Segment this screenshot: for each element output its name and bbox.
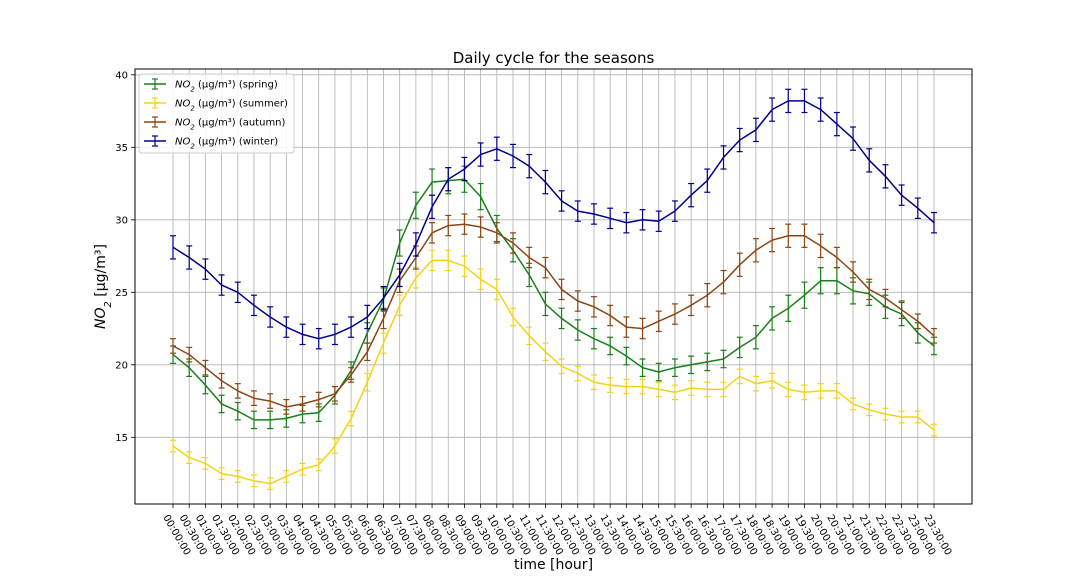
series-line: [172, 100, 935, 340]
y-axis-label: NO2 [µg/m³]: [93, 244, 114, 329]
series-line: [172, 223, 935, 408]
legend-box: [138, 73, 295, 154]
legend-item: NO2 (µg/m³) (summer): [144, 97, 288, 113]
plot-area-frame: [134, 68, 973, 505]
chart-title: Daily cycle for the seasons: [453, 49, 655, 67]
series-line: [172, 259, 935, 485]
legend-item: NO2 (µg/m³) (autumn): [144, 116, 286, 132]
legend-label: NO2 (µg/m³) (spring): [175, 80, 278, 94]
legend-item: NO2 (µg/m³) (spring): [144, 78, 278, 94]
y-tick-label: 25: [115, 288, 128, 299]
series-3: [170, 88, 937, 350]
y-axis-ticks: 15 20 25 30 35 40: [115, 70, 135, 444]
series-line: [172, 178, 935, 421]
legend: NO2 (µg/m³) (spring) NO2 (µg/m³) (summer)…: [138, 73, 295, 154]
y-tick-label: 15: [115, 433, 128, 444]
y-tick-label: 20: [115, 360, 128, 371]
series-group: [170, 88, 937, 491]
x-axis-label: time [hour]: [514, 557, 593, 573]
y-tick-label: 40: [115, 70, 128, 81]
legend-label: NO2 (µg/m³) (winter): [175, 137, 278, 151]
y-tick-label: 35: [115, 143, 128, 154]
legend-label: NO2 (µg/m³) (summer): [175, 99, 288, 113]
legend-item: NO2 (µg/m³) (winter): [144, 135, 278, 151]
series-1: [170, 249, 937, 491]
y-tick-label: 30: [115, 215, 128, 226]
legend-label: NO2 (µg/m³) (autumn): [175, 118, 286, 132]
